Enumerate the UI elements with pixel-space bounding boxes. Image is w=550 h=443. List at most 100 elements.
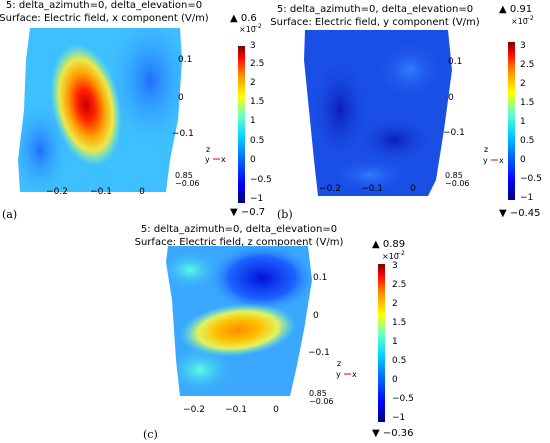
panel-b-surface [304,30,452,196]
panel-b-depth-tick: −0.06 [445,179,470,188]
cb-tick: 3 [392,261,398,271]
panel-b-ytick: 0.1 [448,57,462,67]
panel-c-hotspot [180,303,296,357]
panel-c-ytick: 0.1 [313,273,327,283]
panel-a-ytick: 0 [178,93,184,103]
cb-tick: 3 [520,41,526,51]
panel-b-xtick: 0 [410,184,416,194]
panel-a-depth-tick: −0.06 [175,179,200,188]
panel-b-title-line1: 5: delta_azimuth=0, delta_elevation=0 [277,4,473,15]
panel-a-max-marker: ▲ 0.6 [230,13,257,24]
panel-c: 5: delta_azimuth=0, delta_elevation=0 Su… [135,224,414,441]
panel-b-exponent: −2 [525,15,534,22]
panel-a-multiplier: ×10 [239,25,256,34]
cb-tick: 0.5 [250,136,264,146]
cb-tick: −1 [392,413,405,423]
panel-c-ytick: 0 [313,311,319,321]
cb-tick: 0 [520,155,526,165]
panel-a-xtick: 0 [139,187,145,197]
panel-c-y-ticks: 0.1 0 −0.1 [308,273,330,358]
panel-c-xtick: −0.2 [183,405,205,415]
triad-y-label: y [205,155,210,164]
cb-tick: −0.5 [392,394,414,404]
panel-c-x-ticks: −0.2 −0.1 0 [183,405,279,415]
panel-a: 5: delta_azimuth=0, delta_elevation=0 Su… [0,0,272,221]
cb-tick: 2 [250,78,256,88]
panel-c-axis-triad: z y x [336,359,357,379]
cb-tick: 2.5 [250,59,264,69]
panel-c-surface [166,246,312,396]
panel-b: 5: delta_azimuth=0, delta_elevation=0 Su… [270,4,542,221]
cb-tick: 1 [392,337,398,347]
cb-tick: 3 [250,41,256,51]
panel-b-depth-ticks: 0.85 −0.06 [445,171,470,188]
cb-tick: −0.5 [250,175,272,185]
panel-b-xtick: −0.2 [319,184,341,194]
panel-b-title-line2: Surface: Electric field, y component (V/… [270,17,480,28]
panel-c-max-marker: ▲ 0.89 [372,239,405,250]
panel-b-colorbar-ticks: 3 2.5 2 1.5 1 0.5 0 −0.5 −1 [520,41,542,203]
cb-tick: 1 [250,116,256,126]
panel-b-x-ticks: −0.2 −0.1 0 [319,184,416,194]
panel-c-label: (c) [143,428,158,441]
panel-a-x-ticks: −0.2 −0.1 0 [46,187,145,197]
triad-y-label: y [483,156,488,165]
panel-b-depth-tick: 0.85 [445,171,463,180]
cb-tick: 2.5 [520,60,534,70]
cb-tick: 0 [250,155,256,165]
panel-a-depth-tick: 0.85 [175,171,193,180]
panel-c-colorbar [378,264,385,422]
panel-c-min-marker: ▼ −0.36 [372,428,414,439]
panel-c-depth-ticks: 0.85 −0.06 [309,389,334,406]
panel-a-axis-triad: z y x [205,145,226,164]
panel-b-xtick: −0.1 [361,184,383,194]
panel-c-title-line2: Surface: Electric field, z component (V/… [135,237,344,248]
panel-b-max-marker: ▲ 0.91 [499,4,532,15]
panel-b-colorbar [508,42,515,200]
triad-z-label: z [484,145,488,154]
panel-a-xtick: −0.1 [90,187,112,197]
panel-b-ytick: −0.1 [443,128,465,138]
panel-c-multiplier: ×10 [382,252,399,261]
panel-b-label: (b) [277,208,293,221]
panel-a-ytick: −0.1 [172,129,194,139]
panel-c-colorbar-ticks: 3 2.5 2 1.5 1 0.5 0 −0.5 −1 [392,261,414,423]
triad-y-label: y [336,370,341,379]
triad-x-label: x [221,155,226,164]
cb-tick: −1 [520,193,533,203]
cb-tick: −0.5 [520,174,542,184]
panel-a-y-ticks: 0.1 0 −0.1 [172,55,194,139]
panel-a-xtick: −0.2 [46,187,68,197]
panel-a-min-marker: ▼ −0.7 [230,207,265,218]
panel-a-ytick: 0.1 [178,55,192,65]
panel-c-depth-tick: −0.06 [309,397,334,406]
panel-a-title-line2: Surface: Electric field, x component (V/… [0,13,209,24]
triad-x-label: x [499,156,504,165]
cb-tick: 1 [520,117,526,127]
panel-b-min-marker: ▼ −0.45 [499,208,541,219]
cb-tick: 0.5 [392,356,406,366]
panel-b-ytick: 0 [448,93,454,103]
panel-a-label: (a) [2,208,17,221]
panel-a-exponent: −2 [253,23,262,30]
cb-tick: 1.5 [520,98,534,108]
cb-tick: 2 [520,79,526,89]
cb-tick: −1 [250,194,263,204]
triad-x-label: x [352,370,357,379]
cb-tick: 1.5 [392,318,406,328]
cb-tick: 0 [392,375,398,385]
panel-c-depth-tick: 0.85 [309,389,327,398]
panel-c-exponent: −2 [396,250,405,257]
panel-a-colorbar [238,46,245,203]
panel-c-ytick: −0.1 [308,348,330,358]
triad-z-label: z [206,145,210,154]
triad-z-label: z [337,359,341,368]
cb-tick: 2.5 [392,280,406,290]
cb-tick: 2 [392,299,398,309]
panel-b-multiplier: ×10 [511,17,528,26]
cb-tick: 0.5 [520,136,534,146]
cb-tick: 1.5 [250,97,264,107]
panel-a-depth-ticks: 0.85 −0.06 [175,171,200,188]
panel-a-title-line1: 5: delta_azimuth=0, delta_elevation=0 [6,0,202,11]
